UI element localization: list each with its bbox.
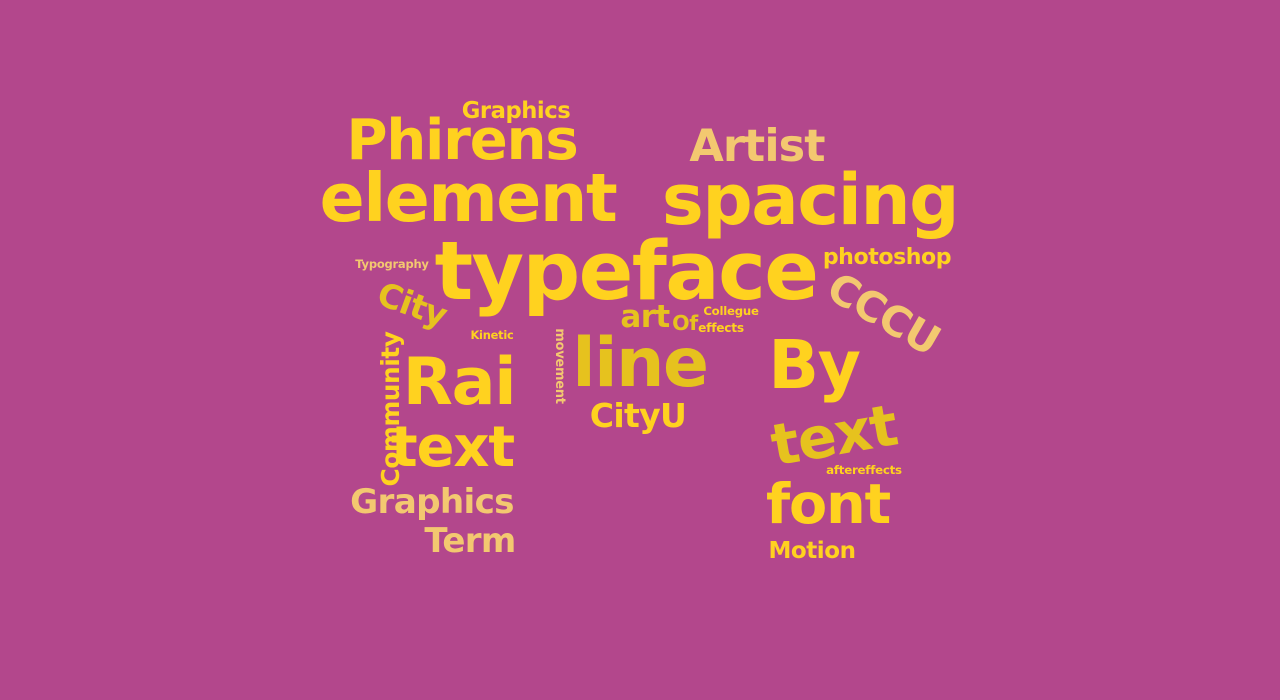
word-effects: effects [698, 320, 744, 335]
word-of: Of [672, 310, 698, 335]
word-term: Term [424, 521, 516, 561]
word-photoshop: photoshop [822, 243, 952, 270]
word-rai: Rai [402, 345, 517, 421]
word-collegue: Collegue [703, 304, 759, 319]
word-aftereffects: aftereffects [826, 463, 902, 478]
word-art: art [620, 298, 670, 335]
word-typeface: typeface [434, 224, 819, 319]
word-graphics-bottom: Graphics [350, 481, 514, 522]
word-kinetic: Kinetic [470, 328, 514, 343]
word-spacing: spacing [661, 158, 960, 241]
word-typography: Typography [355, 257, 429, 272]
word-element: element [319, 158, 618, 237]
word-graphics-top: Graphics [461, 97, 571, 124]
word-text-left: text [390, 415, 515, 480]
word-cityu: CityU [589, 396, 687, 436]
word-artist: Artist [689, 120, 825, 172]
word-line: line [572, 323, 709, 403]
word-by: By [768, 325, 861, 404]
word-font: font [765, 472, 891, 538]
word-phirens: Phirens [346, 108, 578, 173]
word-movement: movement [552, 328, 568, 404]
word-motion: Motion [768, 537, 856, 564]
